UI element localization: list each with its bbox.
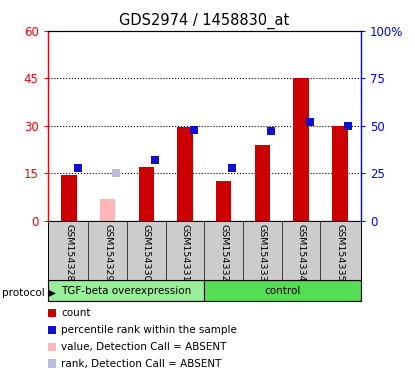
Bar [100,199,115,221]
Title: GDS2974 / 1458830_at: GDS2974 / 1458830_at [119,13,290,29]
Bar [205,280,361,301]
Bar [216,181,232,221]
Bar [293,78,309,221]
Text: GSM154335: GSM154335 [335,224,344,281]
Text: GSM154332: GSM154332 [219,224,228,281]
Bar [332,126,347,221]
Bar [255,145,270,221]
Text: GSM154333: GSM154333 [258,224,267,281]
Text: rank, Detection Call = ABSENT: rank, Detection Call = ABSENT [61,359,221,369]
Text: control: control [264,286,301,296]
Bar [139,167,154,221]
Text: GSM154330: GSM154330 [142,224,151,281]
Text: GSM154334: GSM154334 [297,224,305,281]
Text: GSM154331: GSM154331 [181,224,190,281]
Text: protocol ▶: protocol ▶ [2,288,56,298]
Text: value, Detection Call = ABSENT: value, Detection Call = ABSENT [61,342,226,352]
Bar [48,280,205,301]
Bar [61,175,77,221]
Text: count: count [61,308,90,318]
Text: TGF-beta overexpression: TGF-beta overexpression [61,286,191,296]
Bar [177,127,193,221]
Text: GSM154328: GSM154328 [64,224,73,281]
Text: GSM154329: GSM154329 [103,224,112,281]
Text: percentile rank within the sample: percentile rank within the sample [61,325,237,335]
